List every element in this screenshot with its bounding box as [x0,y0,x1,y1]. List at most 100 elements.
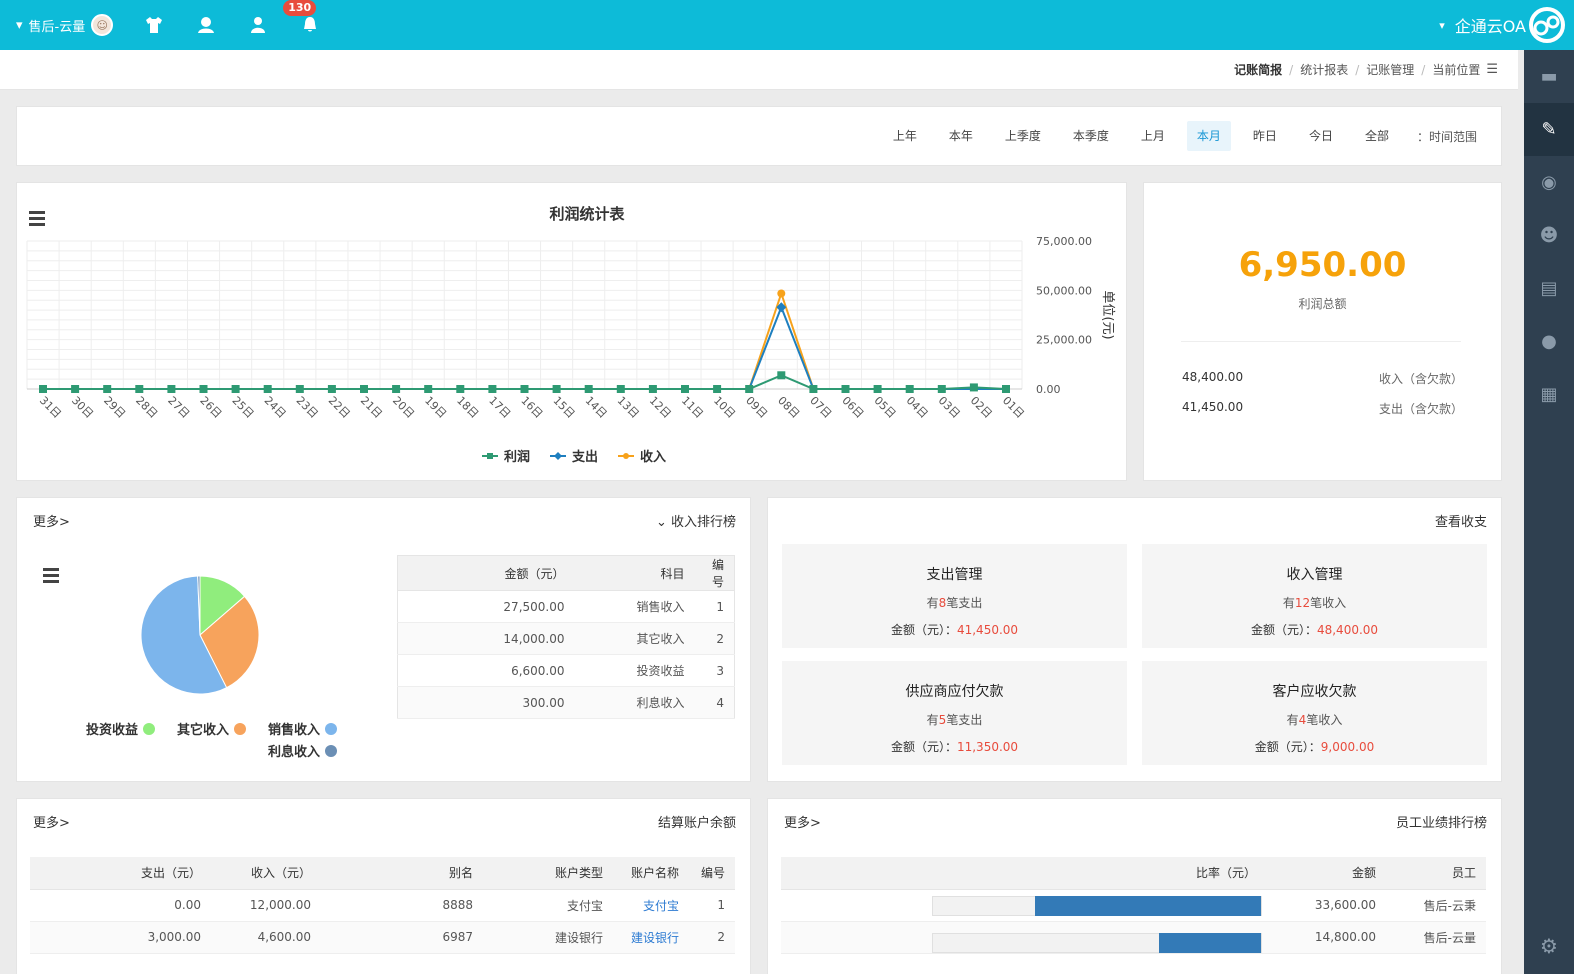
x-tick-label: 22日 [326,394,353,421]
data-point [520,385,529,393]
ratio-bar-track [932,933,1262,953]
table-row: 4 利息收入 300.00 [397,686,735,719]
x-tick-label: 21日 [358,394,385,421]
staff-rank-panel: 员工业绩排行榜 更多> 员工 金额 比率（元） 售后-云秉 33,600.00 售后-… [767,798,1502,974]
legend-item[interactable]: 其它收入 [177,719,246,738]
caret-down-icon: ▾ [16,17,23,33]
profit-total-value: 6,950.00 [1238,245,1407,285]
grid-icon[interactable]: ▦ [1540,384,1558,405]
data-point [969,383,978,392]
medal-icon[interactable]: ◉ [1541,172,1557,193]
x-tick-label: 02日 [968,394,995,421]
data-point [231,385,240,393]
staff-rank-title: 员工业绩排行榜 [1395,816,1487,831]
expense-label: 支出（含欠款） [1378,402,1463,416]
legend-item[interactable]: 利息收入 [268,741,337,760]
x-tick-label: 10日 [711,394,738,421]
pen-icon[interactable]: ✎ [1524,103,1574,156]
user-menu[interactable]: ▾ 售后-云量 ☺ [16,14,114,36]
breadcrumb-item[interactable]: 统计报表 [1300,63,1349,77]
data-point [776,302,787,313]
data-point [681,385,689,393]
time-option[interactable]: 全部 [1364,129,1389,143]
legend-item[interactable]: 利润 [482,446,530,465]
time-option[interactable]: 今日 [1308,129,1333,143]
data-point [327,385,336,393]
x-tick-label: 05日 [871,394,898,421]
ratio-bar [1035,896,1261,916]
monitor-icon[interactable]: ▬ [1540,66,1558,87]
x-tick-label: 27日 [165,394,192,421]
avatar: ☺ [91,14,114,36]
data-point [424,385,433,393]
data-point [167,385,176,393]
data-point [71,385,80,393]
time-option[interactable]: 上年 [892,129,917,143]
legend-item[interactable]: 投资收益 [86,719,155,738]
legend-item[interactable]: 收入 [618,446,666,465]
bell-icon[interactable]: 130 [283,0,321,36]
logo-icon [1526,4,1568,46]
legend-label: 收入 [640,450,667,465]
x-tick-label: 16日 [518,394,545,421]
user-name: 售后-云量 [28,19,86,35]
income-rank-panel: 收入排行榜 ⌄ 更多> 编号 科目 金额（元） 1 销售收入 27,500.00 2 其它… [16,497,751,782]
chart-menu-icon[interactable] [29,211,45,229]
more-link[interactable]: 更多> [784,816,821,831]
data-point [809,385,818,393]
time-option[interactable]: 本季度 [1072,129,1109,143]
pie-slice [140,575,228,695]
pie-menu-icon[interactable] [43,568,59,586]
account-link[interactable]: 支付宝 [613,889,689,922]
x-tick-label: 31日 [37,394,64,421]
accounts-title: 结算账户余额 [657,816,736,831]
legend-item[interactable]: 支出 [550,446,598,465]
hr-icon[interactable]: ● [1541,331,1557,352]
x-tick-label: 30日 [69,394,96,421]
view-io-title: 查看收支 [1434,515,1487,530]
shirt-icon[interactable] [143,14,165,36]
legend-label: 支出 [572,450,599,465]
y-tick-label: 25,000.00 [1036,334,1092,347]
income-rank-title[interactable]: 收入排行榜 ⌄ [655,515,736,530]
breadcrumb-item[interactable]: 记账管理 [1366,63,1415,77]
legend-item[interactable]: 销售收入 [268,719,337,738]
breadcrumb: ☰ 当前位置 / 记账管理 / 统计报表 / 记账简报 [0,50,1518,90]
team-icon[interactable]: ☻ [1539,225,1559,246]
receivable-card[interactable]: 客户应收欠款 有4笔收入 金额（元）：9,000.00 [1142,661,1487,765]
chevron-down-icon: ⌄ [655,515,667,530]
time-option[interactable]: 本年 [948,129,973,143]
income-card[interactable]: 收入管理 有12笔收入 金额（元）：48,400.00 [1142,544,1487,648]
sidebar: ▬ ✎ ◉ ☻ ▤ ● ▦ ⚙ [1524,50,1574,974]
user-icon[interactable] [247,14,269,36]
more-link[interactable]: 更多> [33,816,70,831]
x-tick-label: 11日 [679,394,706,421]
data-point [1002,385,1010,393]
line-chart: 0.0025,000.0050,000.0075,000.00单位(元)01日0… [26,235,1115,421]
data-point [39,385,47,393]
chart-title: 利润统计表 [549,205,625,223]
account-link[interactable]: 建设银行 [613,921,689,954]
x-tick-label: 19日 [422,394,449,421]
time-option-active[interactable]: 本月 [1186,121,1231,151]
brand[interactable]: 企通云OA ▾ [1435,4,1568,46]
contacts-icon[interactable] [195,14,217,36]
staff-rank-table: 员工 金额 比率（元） 售后-云秉 33,600.00 售后-云量 14,800.00 [781,857,1486,954]
settings-icon[interactable]: ⚙ [1540,934,1558,958]
more-link[interactable]: 更多> [33,515,70,530]
book-icon[interactable]: ▤ [1540,278,1558,299]
time-option[interactable]: 上季度 [1004,129,1041,143]
x-tick-label: 14日 [583,394,610,421]
time-option[interactable]: 上月 [1140,129,1165,143]
chevron-down-icon[interactable]: ▾ [1439,18,1445,32]
time-option[interactable]: 昨日 [1252,129,1277,143]
payable-card[interactable]: 供应商应付欠款 有5笔支出 金额（元）：11,350.00 [782,661,1127,765]
data-point [841,385,850,393]
menu-icon: ☰ [1486,62,1498,77]
ratio-bar-track [932,896,1262,916]
x-tick-label: 06日 [839,394,866,421]
x-tick-label: 20日 [390,394,417,421]
data-point [713,385,722,393]
expense-card[interactable]: 支出管理 有8笔支出 金额（元）：41,450.00 [782,544,1127,648]
accounts-panel: 结算账户余额 更多> 编号 账户名称 账户类型 别名 收入（元） 支出（元） 1 支付宝 支付… [16,798,751,974]
